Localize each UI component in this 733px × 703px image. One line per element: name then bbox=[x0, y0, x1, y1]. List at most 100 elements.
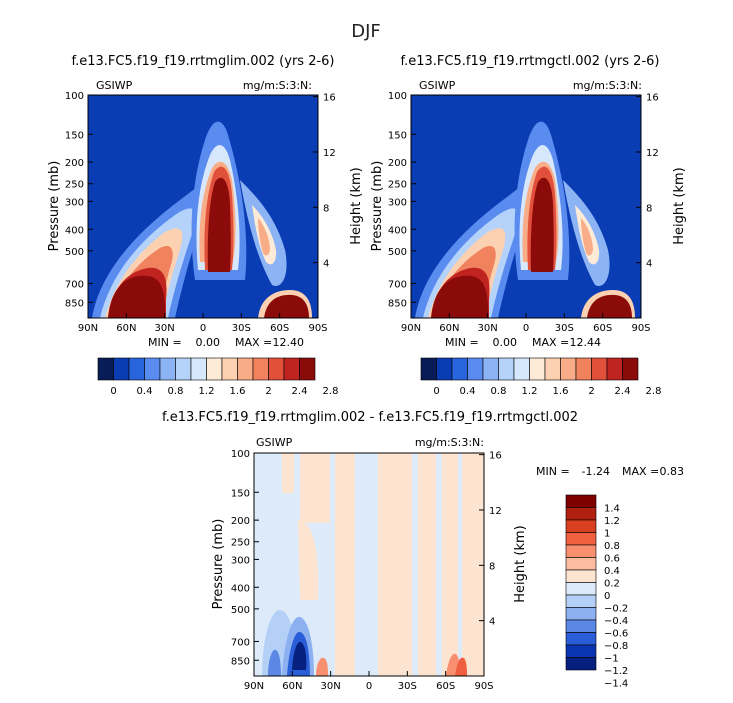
panel-title: f.e13.FC5.f19_f19.rrtmglim.002 - f.e13.F… bbox=[162, 410, 578, 425]
lat-tick-label: 0 bbox=[523, 323, 529, 334]
variable-label: GSIWP bbox=[419, 79, 456, 92]
pressure-tick-label: 400 bbox=[231, 583, 250, 594]
lat-tick-label: 90S bbox=[474, 681, 493, 692]
min-label: MIN = bbox=[148, 336, 182, 349]
colorbar-swatch bbox=[565, 582, 597, 596]
pressure-tick-label: 500 bbox=[65, 247, 84, 258]
colorbar-label: 2 bbox=[588, 386, 594, 397]
lat-tick-label: 0 bbox=[200, 323, 206, 334]
colorbar-swatch bbox=[268, 357, 285, 381]
max-label: MAX = bbox=[235, 336, 272, 349]
colorbar-swatch bbox=[565, 507, 597, 521]
colorbar-label: 0.4 bbox=[137, 386, 153, 397]
colorbar-label: 0 bbox=[110, 386, 116, 397]
colorbar-label: 1.2 bbox=[522, 386, 538, 397]
colorbar-swatch bbox=[97, 357, 114, 381]
colorbar-swatch bbox=[565, 632, 597, 646]
colorbar-swatch bbox=[565, 494, 597, 508]
colorbar-swatch bbox=[560, 357, 577, 381]
colorbar: 0 0.4 0.8 1.2 1.6 2 2.4 2.8 bbox=[420, 357, 662, 397]
field-contours bbox=[262, 453, 484, 676]
max-value: 0.83 bbox=[660, 465, 685, 478]
y-axis-label-right: Height (km) bbox=[513, 525, 528, 602]
lat-tick-label: 90S bbox=[631, 323, 650, 334]
panel-rrtmgctl: f.e13.FC5.f19_f19.rrtmgctl.002 (yrs 2-6)… bbox=[370, 54, 687, 397]
colorbar-swatch bbox=[221, 357, 238, 381]
lat-tick-label: 30S bbox=[398, 681, 417, 692]
max-label: MAX = bbox=[532, 336, 569, 349]
colorbar-swatch bbox=[283, 357, 300, 381]
colorbar-label: 2.4 bbox=[292, 386, 308, 397]
colorbar-swatch bbox=[622, 357, 639, 381]
field-contours bbox=[415, 121, 635, 318]
colorbar-swatch bbox=[128, 357, 145, 381]
pressure-ticks: 100 150 200 250 300 400 500 700 850 bbox=[231, 449, 259, 667]
colorbar-label: 2 bbox=[265, 386, 271, 397]
lat-tick-label: 90S bbox=[308, 323, 327, 334]
height-ticks: 16 12 8 4 bbox=[479, 451, 502, 628]
pressure-tick-label: 250 bbox=[388, 180, 407, 191]
pressure-tick-label: 200 bbox=[231, 516, 250, 527]
colorbar-swatch bbox=[513, 357, 530, 381]
colorbar-label: 2.8 bbox=[646, 386, 662, 397]
pressure-tick-label: 250 bbox=[65, 180, 84, 191]
colorbar-swatch bbox=[565, 557, 597, 571]
colorbar-swatch bbox=[237, 357, 254, 381]
colorbar-label: 0 bbox=[433, 386, 439, 397]
lat-tick-label: 0 bbox=[366, 681, 372, 692]
colorbar: 1.41.210.80.60.40.20−0.2−0.4−0.6−0.8−1−1… bbox=[565, 494, 628, 690]
colorbar-label: 1 bbox=[604, 529, 610, 540]
lat-tick-label: 60N bbox=[439, 323, 459, 334]
pressure-tick-label: 500 bbox=[388, 247, 407, 258]
y-axis-label: Pressure (mb) bbox=[370, 161, 385, 252]
max-value: 12.44 bbox=[570, 336, 602, 349]
variable-label: GSIWP bbox=[256, 436, 293, 449]
lat-ticks: 90N 60N 30N 0 30S 60S 90S bbox=[401, 313, 651, 334]
colorbar-swatch bbox=[482, 357, 499, 381]
pressure-tick-label: 500 bbox=[231, 605, 250, 616]
colorbar-swatch bbox=[467, 357, 484, 381]
colorbar-label: 0.6 bbox=[604, 554, 620, 565]
lat-tick-label: 90N bbox=[78, 323, 98, 334]
lat-ticks: 90N 60N 30N 0 30S 60S 90S bbox=[244, 671, 494, 692]
colorbar-swatch bbox=[175, 357, 192, 381]
height-ticks: 16 12 8 4 bbox=[636, 93, 659, 270]
colorbar-label: 1.2 bbox=[199, 386, 215, 397]
panel-difference: f.e13.FC5.f19_f19.rrtmglim.002 - f.e13.F… bbox=[162, 410, 684, 692]
colorbar-swatch bbox=[565, 544, 597, 558]
lat-tick-label: 30S bbox=[232, 323, 251, 334]
min-label: MIN = bbox=[445, 336, 479, 349]
pressure-tick-label: 700 bbox=[65, 279, 84, 290]
colorbar-label: −1 bbox=[604, 654, 619, 665]
pressure-tick-label: 150 bbox=[388, 130, 407, 141]
pressure-tick-label: 850 bbox=[65, 298, 84, 309]
pressure-tick-label: 200 bbox=[65, 158, 84, 169]
colorbar-swatch bbox=[565, 594, 597, 608]
lat-tick-label: 60S bbox=[270, 323, 289, 334]
height-tick-label: 16 bbox=[489, 451, 502, 462]
lat-tick-label: 30N bbox=[321, 681, 341, 692]
colorbar-label: 2.4 bbox=[615, 386, 631, 397]
min-label: MIN = bbox=[536, 465, 570, 478]
max-label: MAX = bbox=[622, 465, 659, 478]
pressure-ticks: 100 150 200 250 300 400 500 700 850 bbox=[65, 91, 93, 309]
variable-label: GSIWP bbox=[96, 79, 133, 92]
colorbar-swatch bbox=[565, 619, 597, 633]
pressure-tick-label: 100 bbox=[388, 91, 407, 102]
lat-tick-label: 30N bbox=[478, 323, 498, 334]
colorbar-label: 0.4 bbox=[460, 386, 476, 397]
y-axis-label-right: Height (km) bbox=[672, 167, 687, 244]
colorbar-label: 0.8 bbox=[491, 386, 507, 397]
min-value: 0.00 bbox=[493, 336, 518, 349]
colorbar-label: 0 bbox=[604, 591, 610, 602]
colorbar-swatch bbox=[529, 357, 546, 381]
pressure-tick-label: 300 bbox=[231, 555, 250, 566]
colorbar-swatch bbox=[299, 357, 316, 381]
pressure-tick-label: 150 bbox=[231, 488, 250, 499]
height-tick-label: 4 bbox=[323, 259, 329, 270]
colorbar-swatch bbox=[436, 357, 453, 381]
colorbar-label: 0.8 bbox=[604, 541, 620, 552]
colorbar-label: 0.8 bbox=[168, 386, 184, 397]
height-tick-label: 16 bbox=[323, 93, 336, 104]
